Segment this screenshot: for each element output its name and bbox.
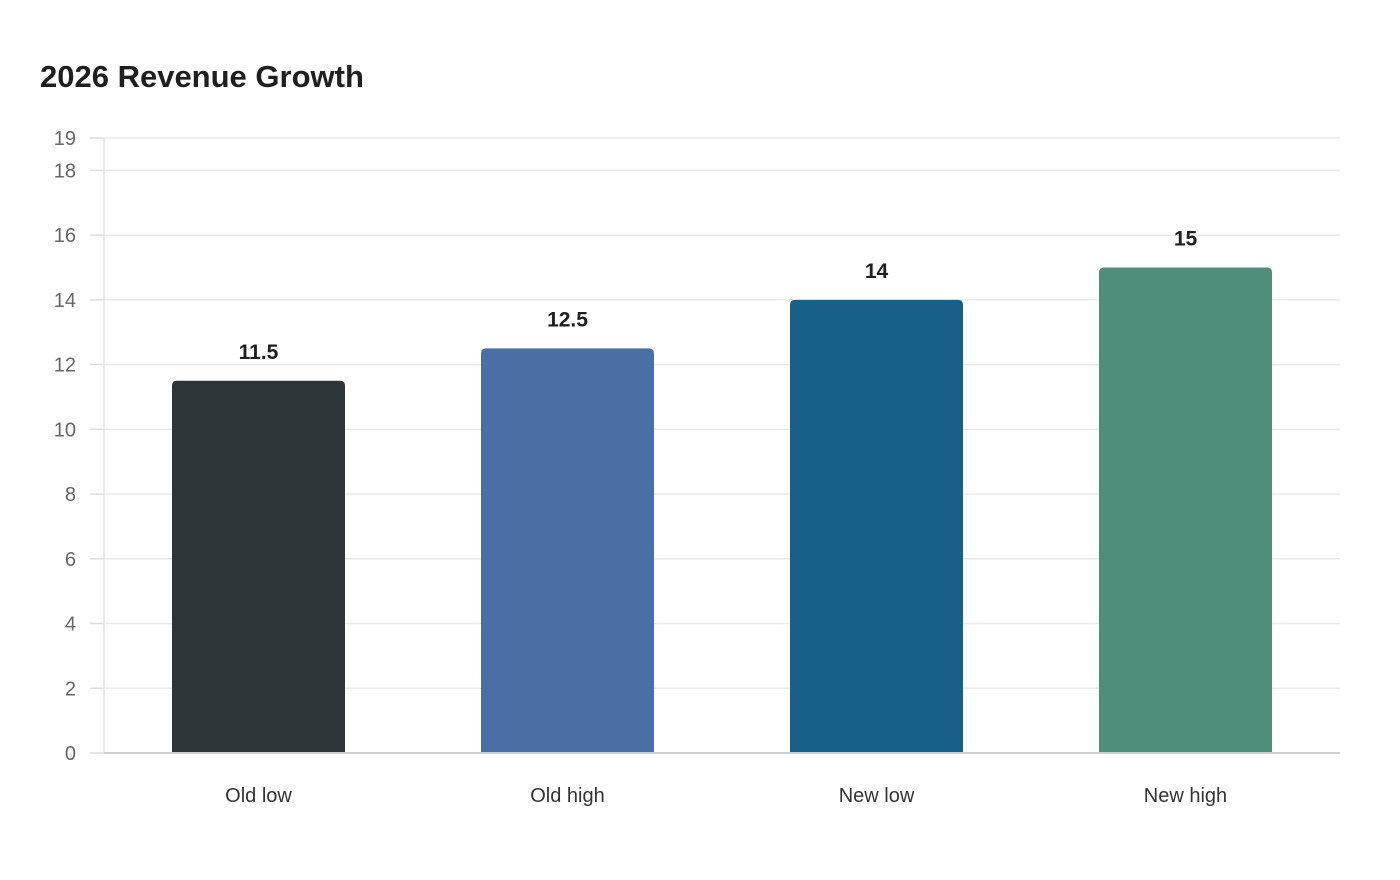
bar-old-low — [172, 380, 345, 753]
y-tick-label: 19 — [54, 128, 76, 150]
chart-title: 2026 Revenue Growth — [40, 59, 364, 94]
bar-new-high — [1099, 267, 1272, 753]
bar-old-high — [481, 348, 654, 753]
y-tick-label: 12 — [54, 355, 76, 377]
data-label: 14 — [865, 260, 889, 283]
x-category-label: Old low — [225, 785, 292, 807]
x-category-label: Old high — [530, 785, 605, 807]
y-tick-label: 18 — [54, 160, 76, 182]
y-tick-label: 10 — [54, 419, 76, 441]
axes: 0 2 4 6 8 10 12 14 16 18 19 — [54, 128, 105, 765]
y-tick-label: 8 — [65, 484, 76, 506]
x-category-label: New low — [839, 785, 915, 807]
bar-new-low — [790, 299, 963, 753]
data-label: 15 — [1174, 227, 1198, 250]
y-tick-label: 14 — [54, 290, 76, 312]
x-category-label: New high — [1144, 785, 1227, 807]
y-tick-label: 0 — [65, 743, 76, 765]
y-tick-label: 16 — [54, 225, 76, 247]
bars — [172, 267, 1272, 753]
y-tick-label: 4 — [65, 614, 76, 636]
data-label: 12.5 — [547, 308, 588, 331]
data-label: 11.5 — [239, 341, 279, 364]
y-tick-label: 6 — [65, 549, 76, 571]
labels: 11.5 Old low 12.5 Old high 14 New low 15 New hi… — [104, 227, 1340, 807]
y-tick-label: 2 — [65, 678, 76, 700]
